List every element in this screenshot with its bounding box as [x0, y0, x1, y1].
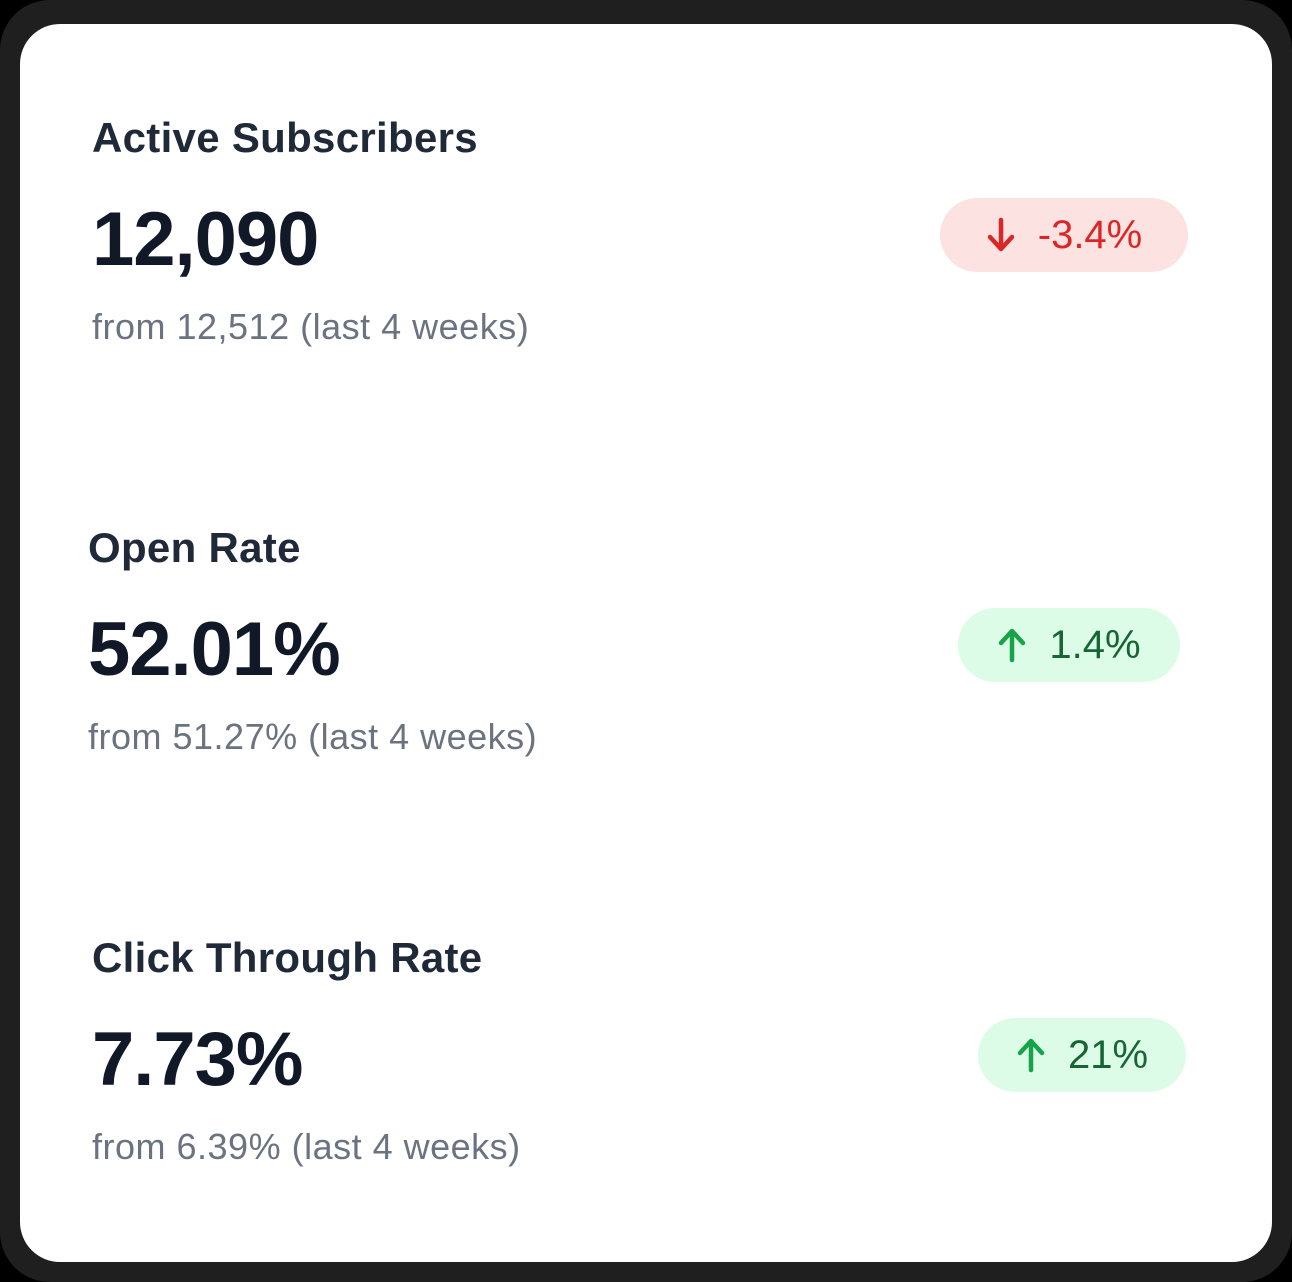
metric-comparison: from 51.27% (last 4 weeks)	[88, 716, 538, 757]
change-value: -3.4%	[1037, 212, 1143, 257]
metric-label: Open Rate	[88, 524, 301, 571]
arrow-down-icon	[986, 217, 1016, 253]
metric-label: Active Subscribers	[92, 114, 478, 161]
metric-active-subscribers: Active Subscribers 12,090 from 12,512 (l…	[92, 114, 1192, 374]
arrow-up-icon	[1016, 1037, 1046, 1073]
metric-label: Click Through Rate	[92, 934, 483, 981]
metric-open-rate: Open Rate 52.01% from 51.27% (last 4 wee…	[88, 524, 1188, 784]
metric-comparison: from 12,512 (last 4 weeks)	[92, 306, 530, 347]
change-value: 1.4%	[1049, 622, 1141, 667]
metric-click-through-rate: Click Through Rate 7.73% from 6.39% (las…	[92, 934, 1192, 1194]
metric-value: 7.73%	[92, 1017, 303, 1102]
change-badge: 21%	[978, 1018, 1186, 1092]
metric-value: 12,090	[92, 197, 319, 282]
arrow-up-icon	[997, 627, 1027, 663]
stats-card: Active Subscribers 12,090 from 12,512 (l…	[20, 24, 1272, 1262]
change-value: 21%	[1067, 1032, 1149, 1077]
metric-comparison: from 6.39% (last 4 weeks)	[92, 1126, 521, 1167]
metric-value: 52.01%	[88, 607, 341, 692]
change-badge: -3.4%	[940, 198, 1188, 272]
change-badge: 1.4%	[958, 608, 1180, 682]
